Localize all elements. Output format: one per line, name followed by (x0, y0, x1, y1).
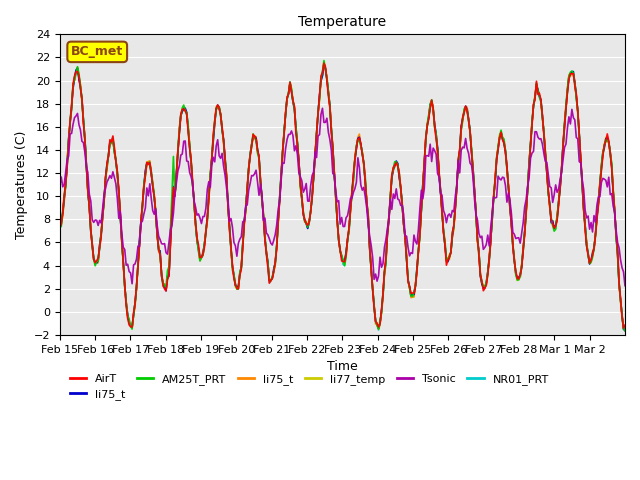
Title: Temperature: Temperature (298, 15, 387, 29)
Legend: AirT, li75_t, AM25T_PRT, li75_t, li77_temp, Tsonic, NR01_PRT: AirT, li75_t, AM25T_PRT, li75_t, li77_te… (65, 369, 554, 405)
Y-axis label: Temperatures (C): Temperatures (C) (15, 131, 28, 239)
X-axis label: Time: Time (327, 360, 358, 373)
Text: BC_met: BC_met (71, 46, 124, 59)
